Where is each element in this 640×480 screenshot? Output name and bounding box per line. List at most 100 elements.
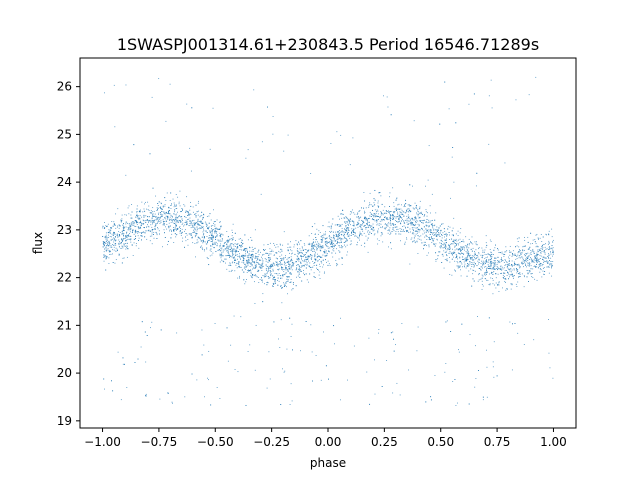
data-point — [440, 245, 442, 247]
data-point — [243, 255, 245, 257]
data-point — [374, 233, 376, 235]
data-point — [263, 250, 265, 251]
data-point — [518, 263, 520, 265]
data-point — [450, 252, 452, 254]
data-point — [287, 293, 288, 295]
data-point — [312, 245, 314, 247]
data-point — [381, 220, 383, 222]
data-point — [104, 248, 106, 250]
data-point — [370, 228, 372, 230]
data-point — [166, 216, 168, 218]
data-point — [264, 249, 266, 251]
data-point — [179, 226, 181, 227]
data-point — [429, 239, 431, 241]
data-point — [331, 244, 333, 246]
data-point — [353, 232, 355, 233]
data-point — [265, 260, 267, 262]
data-point — [212, 225, 214, 226]
data-point — [508, 269, 510, 270]
data-point — [290, 281, 292, 283]
data-point — [171, 218, 173, 220]
data-point — [172, 402, 173, 404]
data-point — [304, 259, 306, 261]
data-point — [319, 244, 321, 246]
data-point — [277, 277, 279, 279]
data-point — [425, 211, 427, 213]
data-point — [435, 243, 437, 245]
data-point — [464, 259, 466, 261]
data-point — [268, 267, 270, 269]
data-point — [226, 240, 228, 242]
data-point — [279, 261, 280, 262]
data-point — [287, 268, 289, 270]
data-point — [459, 266, 461, 268]
data-point — [398, 216, 400, 218]
data-point — [484, 258, 486, 260]
data-point — [153, 221, 155, 223]
data-point — [290, 249, 291, 251]
data-point — [377, 232, 379, 234]
data-point — [289, 273, 291, 275]
data-point — [518, 265, 520, 267]
data-point — [488, 259, 490, 261]
data-point — [380, 214, 382, 216]
data-point — [197, 224, 199, 226]
data-point — [193, 229, 194, 231]
data-point — [483, 263, 485, 265]
data-point — [470, 254, 472, 256]
data-point — [487, 279, 489, 281]
data-point — [166, 192, 168, 194]
data-point — [320, 239, 322, 240]
data-point — [273, 279, 275, 280]
data-point — [486, 267, 488, 269]
data-point — [207, 242, 208, 244]
data-point — [552, 239, 554, 241]
data-point — [186, 223, 188, 225]
data-point — [518, 246, 520, 248]
data-point — [473, 280, 475, 282]
data-point — [432, 239, 434, 241]
data-point — [505, 246, 507, 248]
data-point — [542, 258, 544, 260]
data-point — [196, 230, 198, 232]
data-point — [103, 255, 105, 256]
data-point — [181, 228, 183, 230]
data-point — [457, 242, 459, 244]
data-point — [521, 273, 523, 275]
data-point — [461, 252, 463, 254]
data-point — [179, 232, 181, 234]
data-point — [443, 242, 445, 244]
data-point — [392, 223, 394, 225]
data-point — [524, 260, 526, 261]
data-point — [498, 260, 500, 262]
data-point — [154, 213, 156, 215]
data-point — [535, 261, 537, 263]
data-point — [319, 263, 321, 265]
data-point — [514, 263, 516, 265]
data-point — [360, 233, 362, 234]
data-point — [500, 261, 502, 262]
data-point — [313, 276, 315, 278]
data-point — [348, 220, 350, 222]
data-point — [203, 344, 205, 346]
data-point — [266, 269, 267, 271]
data-point — [536, 253, 538, 255]
data-point — [328, 234, 330, 236]
data-point — [189, 222, 191, 224]
data-point — [486, 253, 488, 255]
data-point — [320, 250, 322, 252]
data-point — [516, 256, 518, 257]
data-point — [111, 233, 113, 235]
data-point — [300, 271, 302, 272]
data-point — [199, 216, 201, 218]
data-point — [399, 222, 401, 224]
data-point — [516, 272, 518, 274]
data-point — [486, 270, 487, 272]
data-point — [471, 264, 473, 265]
data-point — [209, 148, 211, 150]
data-point — [165, 120, 167, 122]
data-point — [285, 283, 287, 284]
data-point — [497, 273, 499, 275]
data-point — [446, 235, 448, 237]
data-point — [289, 264, 291, 266]
